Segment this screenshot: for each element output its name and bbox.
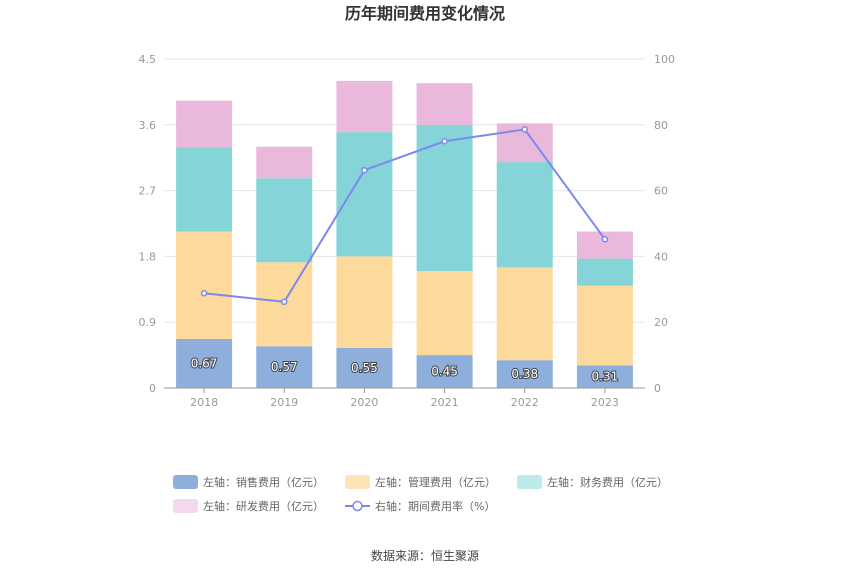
y-right-tick-label: 60 <box>654 185 668 198</box>
bar-segment <box>416 355 473 388</box>
legend-marker <box>352 500 363 512</box>
y-left-tick-label: 0.9 <box>139 316 157 329</box>
legend-label: 右轴：期间费用率（%） <box>375 499 495 513</box>
bar-segment <box>176 100 233 148</box>
legend-swatch <box>517 475 542 489</box>
source-note: 数据来源：恒生聚源 <box>371 548 479 563</box>
bar-value-label: 0.67 <box>191 357 218 371</box>
bar-segment <box>576 231 633 259</box>
bar-segment <box>496 162 553 268</box>
legend-item[interactable]: 左轴：财务费用（亿元） <box>517 475 668 489</box>
legend-label: 左轴：管理费用（亿元） <box>375 475 496 489</box>
legend-swatch <box>173 475 198 489</box>
bar-segment <box>576 258 633 286</box>
bar-segment <box>496 360 553 388</box>
rate-line <box>200 126 609 306</box>
bar-segment <box>256 178 313 263</box>
y-left-tick-label: 1.8 <box>139 250 157 263</box>
bar-segment <box>256 346 313 388</box>
legend-label: 左轴：销售费用（亿元） <box>203 475 324 489</box>
rate-point <box>361 166 368 174</box>
legend-swatch <box>173 499 198 513</box>
legend-item[interactable]: 左轴：研发费用（亿元） <box>173 499 324 513</box>
legend: 左轴：销售费用（亿元） 左轴：管理费用（亿元） 左轴：财务费用（亿元） 左轴：研发费用… <box>173 475 668 513</box>
x-tick-label: 2020 <box>350 396 378 409</box>
rate-point <box>521 126 528 133</box>
legend-item[interactable]: 右轴：期间费用率（%） <box>345 499 495 513</box>
legend-label: 左轴：财务费用（亿元） <box>547 475 668 489</box>
y-left-tick-label: 4.5 <box>139 53 157 66</box>
bar-value-label: 0.45 <box>431 365 458 379</box>
bar-segment <box>416 124 473 272</box>
bars: 0.67 0.57 0.55 0.45 0.38 0.31 <box>176 80 633 388</box>
bar-segment <box>496 267 553 361</box>
bar-segment <box>176 147 233 232</box>
legend-item[interactable]: 左轴：管理费用（亿元） <box>345 475 496 489</box>
y-right-tick-label: 100 <box>654 53 675 66</box>
rate-point <box>601 236 609 243</box>
bar-segment <box>176 231 233 340</box>
rate-series-line <box>203 128 606 303</box>
bar-segment <box>576 285 633 366</box>
bar-segment <box>416 271 473 356</box>
rate-point <box>281 298 288 306</box>
bar-segment <box>576 365 633 388</box>
y-right-tick-label: 20 <box>654 316 668 329</box>
bar-value-label: 0.38 <box>511 367 538 381</box>
x-tick-label: 2018 <box>190 396 218 409</box>
rate-point <box>441 138 448 145</box>
bar-segment <box>256 146 313 179</box>
y-right-tick-label: 40 <box>654 250 668 263</box>
x-tick-label: 2021 <box>431 396 459 409</box>
y-left-tick-label: 2.7 <box>139 185 157 198</box>
bar-segment <box>336 347 393 388</box>
bar-value-label: 0.31 <box>592 370 619 384</box>
gridlines <box>164 58 645 323</box>
legend-swatch <box>345 475 370 489</box>
bar-value-label: 0.57 <box>271 360 298 374</box>
y-left-tick-label: 0 <box>149 382 156 395</box>
x-tick-label: 2019 <box>270 396 298 409</box>
rate-point <box>200 289 208 297</box>
axes: 0 0.9 1.8 2.7 3.6 4.5 0 20 40 60 80 100 2018 2019 2020… <box>139 53 676 409</box>
legend-item[interactable]: 左轴：销售费用（亿元） <box>173 475 324 489</box>
bar-segment <box>336 256 393 348</box>
x-tick-label: 2023 <box>591 396 619 409</box>
bar-value-label: 0.55 <box>351 361 378 375</box>
y-left-tick-label: 3.6 <box>139 119 157 132</box>
bar-segment <box>336 132 393 257</box>
y-right-tick-label: 80 <box>654 119 668 132</box>
chart-title: 历年期间费用变化情况 <box>345 4 505 23</box>
bar-segment <box>416 83 473 125</box>
legend-label: 左轴：研发费用（亿元） <box>203 499 324 513</box>
bar-segment <box>176 339 233 388</box>
x-tick-label: 2022 <box>511 396 539 409</box>
bar-segment <box>336 80 393 133</box>
y-right-tick-label: 0 <box>654 382 661 395</box>
